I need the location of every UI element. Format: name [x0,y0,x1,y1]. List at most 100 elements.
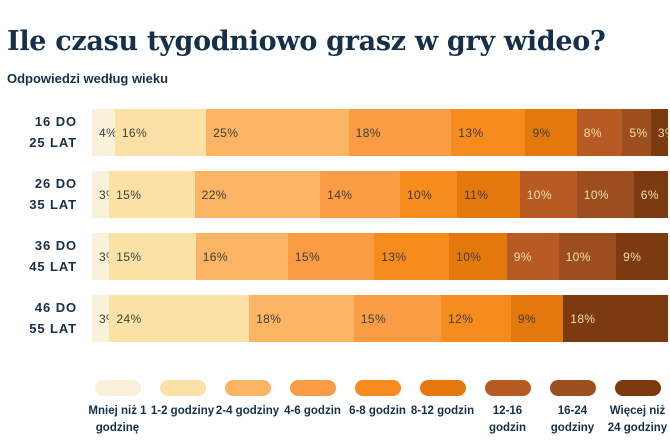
legend-label: 4-6 godzin [284,405,341,418]
legend-label: Mniej niż 1 godzinę [88,405,147,435]
bar-segment: 13% [374,233,450,281]
bar-segment: 6% [633,171,669,219]
segment-value-label: 25% [213,125,239,140]
segment-value-label: 5% [629,125,648,140]
chart-row: 26 DO 35 LAT 3% 15% 22% 14% 10% 11% 10% 10% 6% [7,171,670,219]
age-group-label-line: 36 DO [34,238,77,254]
chart-row: 16 DO 25 LAT 4%16% 25% 18% 13% 9% 8% 5% 3% [7,109,670,157]
bar-segment: 15% [287,233,375,281]
legend-label: Więcej niż 24 godziny [607,405,668,435]
legend-item: 12-16 godzin [475,380,540,438]
segment-value-label: 12% [448,311,474,326]
stacked-bar: 3% 15% 22% 14% 10% 11% 10% 10% 6% [92,171,669,219]
segment-value-label: 15% [116,187,142,202]
bar-segment: 5% [622,109,651,157]
bar-segment: 4% [92,109,118,157]
legend-swatch [94,380,141,397]
segment-value-label: 14% [327,187,353,202]
bar-segment: 16% [114,109,207,157]
legend-swatch [484,380,531,397]
chart-subtitle: Odpowiedzi według wieku [7,71,169,87]
legend-item: Więcej niż 24 godziny [605,380,670,438]
segment-value-label: 10% [406,187,433,202]
age-group-label-line: 55 LAT [29,320,77,336]
legend-item: 1-2 godziny [150,380,215,438]
segment-value-label: 3% [657,125,670,140]
bar-segment: 8% [576,109,623,157]
stacked-bar: 3% 24% 18% 15% 12% 9% 18% [92,295,668,343]
segment-value-label: 16% [121,125,148,140]
segment-value-label: 10% [583,187,609,202]
age-group-label: 26 DO 35 LAT [7,174,77,214]
legend-label: 12-16 godzin [488,405,527,435]
bar-segment: 3% [92,295,117,343]
page-title: Ile czasu tygodniowo grasz w gry wideo? [7,26,606,57]
bar-segment: 16% [195,233,288,281]
legend-item: 6-8 godzin [345,380,410,438]
bar-segment: 10% [399,171,457,219]
stacked-bar: 4%16% 25% 18% 13% 9% 8% 5% 3% [92,109,670,157]
segment-value-label: 15% [294,249,321,264]
legend-item: 4-6 godzin [280,380,345,438]
bar-segment: 15% [109,233,196,281]
age-group-label: 36 DO 45 LAT [7,236,77,276]
legend-item: 16-24 godziny [540,380,605,438]
segment-value-label: 18% [256,311,282,326]
bar-segment: 11% [457,171,520,219]
bar-segment: 10% [576,171,634,219]
legend-swatch [354,380,401,397]
segment-value-label: 15% [116,249,142,264]
legend-label: 16-24 godziny [550,405,595,435]
segment-value-label: 18% [355,125,381,140]
segment-value-label: 10% [526,187,552,202]
segment-value-label: 4% [99,125,118,140]
segment-value-label: 10% [565,249,591,264]
chart-row: 36 DO 45 LAT 3% 15% 16% 15% 13% 10% 9% 10% 9% [7,233,670,281]
bar-segment: 22% [194,171,321,219]
legend-swatch [289,380,336,397]
bar-segment: 10% [449,233,507,281]
bar-segment: 9% [506,233,559,281]
segment-value-label: 9% [513,249,532,264]
bar-segment: 14% [320,171,400,219]
bar-segment: 18% [563,295,668,343]
bar-segment: 9% [525,109,577,157]
bar-segment: 12% [441,295,511,343]
segment-value-label: 6% [640,187,659,202]
bar-segment: 3% [92,233,117,281]
legend-swatch [614,380,661,397]
bar-segment: 9% [510,295,564,343]
segment-value-label: 15% [360,311,387,326]
age-group-label-line: 25 LAT [29,134,77,150]
segment-value-label: 9% [517,311,537,326]
bar-segment: 10% [558,233,617,281]
bar-segment: 3% [92,171,117,219]
bar-segment: 13% [451,109,526,157]
segment-value-label: 13% [381,249,407,264]
bar-segment: 15% [109,171,195,219]
legend-swatch [549,380,596,397]
bar-segment: 3% [650,109,670,157]
age-group-label-line: 46 DO [34,300,77,316]
legend-item: Mniej niż 1 godzinę [85,380,150,438]
bar-segment: 25% [206,109,349,157]
legend-label: 1-2 godziny [150,405,215,418]
legend-item: 8-12 godzin [410,380,475,438]
bar-segment: 18% [348,109,452,157]
legend-swatch [419,380,466,397]
bar-segment: 10% [519,171,577,219]
age-group-label-line: 16 DO [34,114,77,130]
age-group-label: 16 DO 25 LAT [7,112,77,152]
chart-legend: Mniej niż 1 godzinę 1-2 godziny 2-4 godzin… [85,380,670,438]
legend-label: 8-12 godzin [410,405,475,418]
segment-value-label: 9% [623,249,642,264]
chart-row: 46 DO 55 LAT 3% 24% 18% 15% 12% 9% 18% [7,295,670,343]
bar-segment: 9% [616,233,668,281]
legend-swatch [159,380,206,397]
segment-value-label: 18% [570,311,596,326]
bar-segment: 24% [109,295,250,343]
age-group-label-line: 26 DO [34,176,77,192]
bar-segment: 18% [249,295,354,343]
